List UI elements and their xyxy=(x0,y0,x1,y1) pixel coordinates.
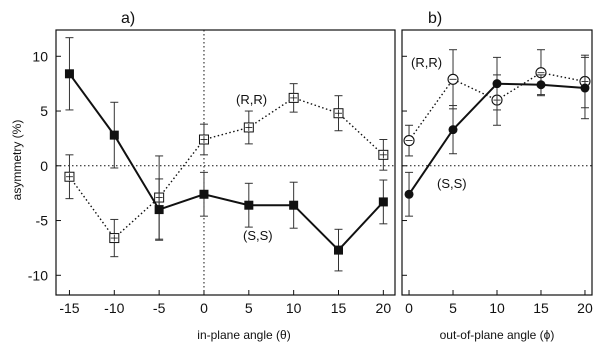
panel-a-x-tick-label: -10 xyxy=(104,300,124,316)
panel-b-letter: b) xyxy=(428,10,442,27)
panel-a-x-tick-label: 5 xyxy=(245,300,253,316)
panel-a-series-1-marker xyxy=(289,200,299,210)
panel-b-x-tick-label: 15 xyxy=(533,300,549,316)
panel-b-series-1-marker xyxy=(404,189,414,199)
panel-a-x-axis-title: in-plane angle (θ) xyxy=(197,328,290,342)
panel-a-y-tick-label: 10 xyxy=(32,48,48,64)
panel-a-y-tick-label: 5 xyxy=(40,103,48,119)
panel-a-series-1-marker xyxy=(154,205,164,215)
panel-a-x-tick-label: -5 xyxy=(153,300,166,316)
panel-a-series-1-marker xyxy=(378,197,388,207)
panel-b-x-tick-label: 20 xyxy=(577,300,593,316)
panel-b: b) out-of-plane angle (ϕ) (R,R) (S,S) 0 5… xyxy=(401,10,593,342)
panel-a-series-1-marker xyxy=(199,189,209,199)
panel-b-x-tick-label: 10 xyxy=(489,300,505,316)
panel-a-series-1-marker xyxy=(109,130,119,140)
panel-a-ss-annotation: (S,S) xyxy=(243,228,273,243)
panel-a-frame xyxy=(55,29,396,296)
panel-a-rr-annotation: (R,R) xyxy=(236,92,267,107)
panel-a-y-axis-title: asymmetry (%) xyxy=(10,120,24,201)
panel-b-series-1-marker xyxy=(580,83,590,93)
panel-b-ss-annotation: (S,S) xyxy=(437,176,467,191)
panel-b-series-1-marker xyxy=(448,125,458,135)
panel-b-x-tick-label: 5 xyxy=(449,300,457,316)
panel-a-x-tick-label: 15 xyxy=(331,300,347,316)
panel-a-x-tick-label: 0 xyxy=(200,300,208,316)
panel-a-series-1-marker xyxy=(334,245,343,255)
panel-a: a) asymmetry (%) in-plane angle (θ) (R,R… xyxy=(10,10,396,342)
panel-b-rr-annotation: (R,R) xyxy=(411,55,442,70)
panel-b-series-1-marker xyxy=(492,79,502,89)
panel-a-series-0-line xyxy=(68,97,384,240)
panel-a-series-1-marker xyxy=(64,69,74,79)
panel-b-x-tick-label: 0 xyxy=(405,300,413,316)
panel-a-y-tick-label: -5 xyxy=(36,213,49,229)
panel-a-series-1-line xyxy=(68,73,385,252)
panel-a-y-tick-label: -10 xyxy=(28,267,48,283)
panel-b-series-1-marker xyxy=(536,80,546,90)
panel-a-y-tick-label: 0 xyxy=(40,158,48,174)
panel-a-x-tick-label: 10 xyxy=(286,300,302,316)
panel-a-series-1-marker xyxy=(244,200,254,210)
panel-a-x-tick-label: -15 xyxy=(59,300,79,316)
panel-a-letter: a) xyxy=(121,10,135,27)
panel-b-x-axis-title: out-of-plane angle (ϕ) xyxy=(440,328,555,342)
panel-a-x-tick-label: 20 xyxy=(376,300,392,316)
